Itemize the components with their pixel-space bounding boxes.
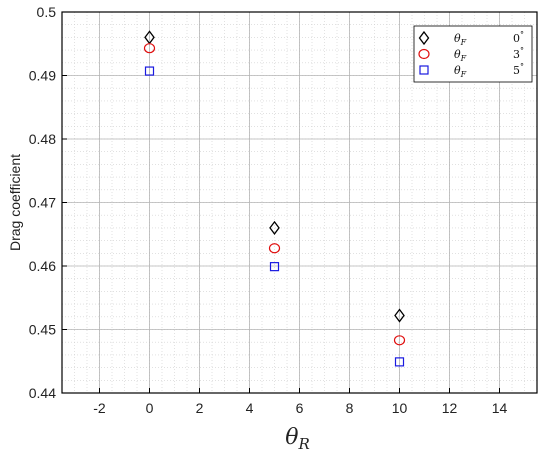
x-tick-label: -2 [93, 400, 106, 416]
y-axis-label: Drag coefficient [7, 154, 23, 251]
plot-frame [61, 11, 538, 394]
x-tick-label: 14 [492, 400, 508, 416]
y-tick-label: 0.44 [29, 385, 56, 401]
legend-label-value: 0° [513, 30, 524, 45]
legend-label-value: 5° [513, 62, 524, 77]
x-axis-label-subscript: R [297, 435, 309, 453]
y-tick-labels: 0.44 0.45 0.46 0.47 0.48 0.49 0.5 [29, 4, 56, 401]
legend-marker-square [419, 65, 429, 75]
y-tick-label: 0.45 [29, 322, 56, 338]
data-point-circle [393, 335, 406, 346]
legend-marker-circle [418, 48, 430, 60]
x-tick-label: 10 [392, 400, 408, 416]
x-axis-label-symbol: θ [285, 425, 298, 450]
y-tick-label: 0.48 [29, 131, 56, 147]
legend-box [413, 25, 533, 83]
data-point-square [269, 262, 280, 272]
y-tick-label: 0.5 [37, 4, 57, 20]
data-point-square [144, 66, 155, 76]
x-tick-label: 6 [296, 400, 304, 416]
data-point-diamond [269, 220, 280, 235]
y-tick-label: 0.46 [29, 258, 56, 274]
data-point-circle [143, 43, 156, 54]
data-point-circle [268, 243, 281, 254]
x-tick-label: 12 [442, 400, 458, 416]
x-axis-label: θR [285, 425, 310, 453]
x-tick-labels: -2 0 2 4 6 8 10 12 14 [93, 400, 507, 416]
y-tick-label: 0.49 [29, 68, 56, 84]
x-tick-label: 0 [146, 400, 154, 416]
x-tick-label: 2 [196, 400, 204, 416]
data-point-diamond [394, 308, 405, 323]
x-tick-label: 4 [246, 400, 254, 416]
legend: θF 0°θF 3°θF 5° [413, 25, 533, 83]
data-markers [143, 30, 406, 367]
legend-marker-diamond [418, 30, 430, 46]
legend-label-value: 3° [513, 46, 524, 61]
x-tick-label: 8 [346, 400, 354, 416]
y-tick-label: 0.47 [29, 195, 56, 211]
data-point-square [394, 357, 405, 367]
